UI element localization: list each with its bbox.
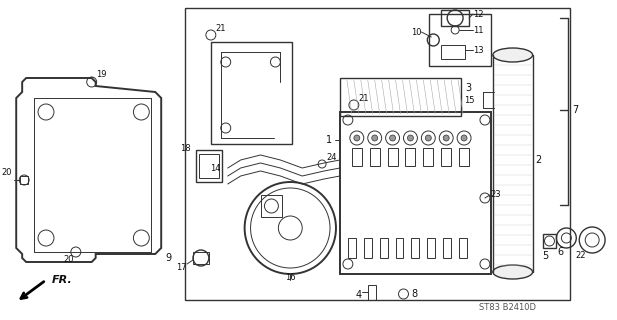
Bar xyxy=(196,150,222,182)
Bar xyxy=(340,112,491,274)
Text: 18: 18 xyxy=(180,143,191,153)
Bar xyxy=(412,238,420,258)
Bar xyxy=(368,285,376,300)
Bar xyxy=(428,238,435,258)
Bar xyxy=(352,148,362,166)
Text: 6: 6 xyxy=(557,247,563,257)
Bar xyxy=(542,234,557,248)
Ellipse shape xyxy=(493,265,532,279)
Text: 7: 7 xyxy=(573,105,579,115)
Circle shape xyxy=(425,135,431,141)
Text: 1: 1 xyxy=(326,135,332,145)
Bar xyxy=(260,195,283,217)
Bar xyxy=(443,238,451,258)
Text: 9: 9 xyxy=(165,253,172,263)
Text: 5: 5 xyxy=(542,251,549,261)
Bar xyxy=(364,238,371,258)
Bar xyxy=(193,252,209,264)
Bar xyxy=(379,238,387,258)
Bar xyxy=(348,238,356,258)
Text: 14: 14 xyxy=(210,164,221,172)
Bar xyxy=(441,10,469,26)
Text: 10: 10 xyxy=(411,28,421,36)
Bar xyxy=(211,42,292,144)
Text: 16: 16 xyxy=(285,274,296,283)
Text: 21: 21 xyxy=(216,23,226,33)
Bar xyxy=(370,148,379,166)
Text: 19: 19 xyxy=(96,69,106,78)
Bar xyxy=(20,176,28,184)
Bar xyxy=(423,148,433,166)
Text: ST83 B2410D: ST83 B2410D xyxy=(479,303,536,313)
Text: 21: 21 xyxy=(359,93,370,102)
Circle shape xyxy=(371,135,378,141)
Text: 15: 15 xyxy=(465,95,475,105)
Bar xyxy=(429,14,491,66)
Bar xyxy=(441,45,465,59)
Circle shape xyxy=(389,135,395,141)
Text: 8: 8 xyxy=(412,289,418,299)
Text: 23: 23 xyxy=(491,189,502,198)
Circle shape xyxy=(461,135,467,141)
Circle shape xyxy=(443,135,449,141)
Circle shape xyxy=(354,135,360,141)
Bar xyxy=(459,148,469,166)
Text: FR.: FR. xyxy=(52,275,73,285)
Bar xyxy=(459,238,467,258)
Circle shape xyxy=(407,135,413,141)
Text: 24: 24 xyxy=(326,153,336,162)
Text: 2: 2 xyxy=(536,155,542,165)
Bar xyxy=(185,8,570,300)
Text: 22: 22 xyxy=(575,252,586,260)
Bar xyxy=(441,148,451,166)
Text: 12: 12 xyxy=(473,10,484,19)
Bar xyxy=(340,78,461,116)
Text: 20: 20 xyxy=(2,167,12,177)
Text: 17: 17 xyxy=(176,263,187,273)
Text: 11: 11 xyxy=(473,26,484,35)
Ellipse shape xyxy=(493,48,532,62)
Bar xyxy=(405,148,415,166)
Text: 20: 20 xyxy=(64,255,75,265)
Bar xyxy=(387,148,397,166)
Text: 3: 3 xyxy=(465,83,471,93)
Bar xyxy=(199,154,219,178)
Bar xyxy=(395,238,404,258)
Text: 13: 13 xyxy=(473,45,484,54)
Text: 4: 4 xyxy=(356,290,362,300)
